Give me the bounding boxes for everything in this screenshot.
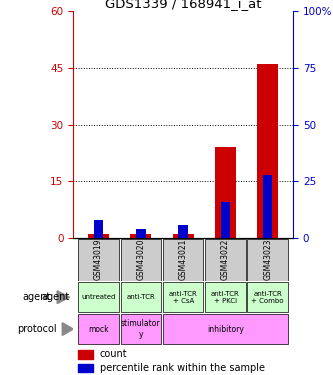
Bar — [205, 282, 246, 312]
Text: agent: agent — [42, 292, 70, 302]
Title: GDS1339 / 168941_i_at: GDS1339 / 168941_i_at — [105, 0, 261, 10]
Text: GSM43020: GSM43020 — [137, 239, 146, 280]
Text: GSM43022: GSM43022 — [221, 239, 230, 280]
Text: untreated: untreated — [82, 294, 116, 300]
Text: agent: agent — [23, 292, 51, 302]
Text: mock: mock — [88, 324, 109, 334]
Bar — [263, 175, 272, 238]
Bar — [121, 238, 161, 281]
Text: GSM43019: GSM43019 — [94, 239, 103, 280]
Text: anti-TCR: anti-TCR — [127, 294, 155, 300]
Text: GSM43021: GSM43021 — [178, 239, 188, 280]
Text: GSM43023: GSM43023 — [263, 239, 272, 280]
Bar — [94, 220, 103, 238]
Bar — [136, 229, 146, 238]
Bar — [221, 202, 230, 238]
Bar — [130, 234, 152, 238]
Bar — [172, 234, 194, 238]
Text: anti-TCR
+ CsA: anti-TCR + CsA — [169, 291, 197, 304]
Text: stimulator
y: stimulator y — [121, 320, 161, 339]
Bar — [78, 364, 93, 372]
Polygon shape — [62, 322, 73, 335]
Bar — [178, 225, 188, 238]
Polygon shape — [57, 291, 70, 304]
Bar — [163, 314, 288, 344]
Bar — [78, 350, 93, 358]
Text: count: count — [100, 349, 127, 359]
Bar — [257, 64, 278, 238]
Bar — [78, 314, 119, 344]
Bar — [88, 234, 109, 238]
Bar — [163, 238, 203, 281]
Bar — [78, 238, 119, 281]
Text: percentile rank within the sample: percentile rank within the sample — [100, 363, 265, 373]
Bar — [215, 147, 236, 238]
Text: inhibitory: inhibitory — [207, 324, 244, 334]
Bar — [121, 282, 161, 312]
Bar — [247, 282, 288, 312]
Bar — [78, 282, 119, 312]
Text: anti-TCR
+ PKCi: anti-TCR + PKCi — [211, 291, 240, 304]
Bar — [247, 238, 288, 281]
Text: protocol: protocol — [17, 324, 56, 334]
Bar — [121, 314, 161, 344]
Bar — [205, 238, 246, 281]
Text: anti-TCR
+ Combo: anti-TCR + Combo — [251, 291, 284, 304]
Bar — [163, 282, 203, 312]
